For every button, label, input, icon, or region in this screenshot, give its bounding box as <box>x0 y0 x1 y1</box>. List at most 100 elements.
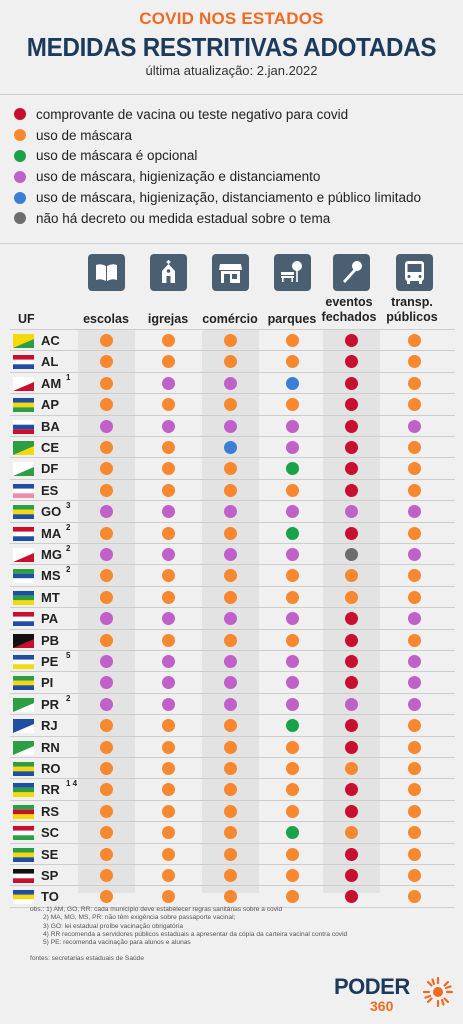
state-flag-icon <box>13 548 34 562</box>
footnote-line: 4) RR recomenda a servidores públicos es… <box>43 930 348 938</box>
measure-dot <box>344 762 358 775</box>
uf-label: SE <box>41 846 59 862</box>
state-flag-icon <box>13 719 34 734</box>
legend-item: uso de máscara é opcional <box>14 146 459 167</box>
uf-header: UF <box>18 312 35 326</box>
measure-dot <box>407 762 421 775</box>
measure-dot <box>223 355 237 369</box>
measure-dot <box>99 847 113 861</box>
measure-dot <box>99 612 113 626</box>
legend-item: uso de máscara, higienização, distanciam… <box>14 187 459 208</box>
measure-dot <box>223 826 237 840</box>
measure-dot <box>161 697 175 711</box>
table-row: ES <box>10 478 455 501</box>
state-flag-icon <box>13 441 34 455</box>
state-flag-icon <box>13 355 34 370</box>
measure-dot <box>407 590 421 604</box>
legend-dot <box>14 108 26 121</box>
measure-dot <box>407 890 421 904</box>
state-flag-icon <box>13 526 34 541</box>
church-icon <box>150 254 187 291</box>
measure-dot <box>285 762 299 775</box>
footnote-marker: 3 <box>66 501 71 511</box>
uf-label: MA <box>41 525 62 541</box>
state-flag-icon <box>13 483 34 498</box>
measure-dot <box>344 483 358 497</box>
column-header: comércio <box>202 312 258 326</box>
measure-dot <box>99 334 113 347</box>
measure-dot <box>407 869 421 882</box>
measure-dot <box>223 740 237 754</box>
measure-dot <box>161 826 175 840</box>
measure-dot <box>407 505 421 519</box>
last-updated: última atualização: 2.jan.2022 <box>145 63 318 78</box>
legend-dot <box>14 129 26 142</box>
uf-label: ES <box>41 482 59 498</box>
uf-label: RN <box>41 739 60 755</box>
legend-dot <box>14 170 26 183</box>
state-flag-icon <box>13 590 34 605</box>
column-header: eventos fechados <box>321 295 377 324</box>
measure-dot <box>161 740 175 754</box>
book-icon <box>88 254 125 291</box>
table-row: PB <box>10 628 455 651</box>
measure-dot <box>285 847 299 861</box>
uf-label: AM <box>41 375 62 391</box>
measure-dot <box>161 762 175 775</box>
measure-dot <box>99 740 113 754</box>
measure-dot <box>161 462 175 476</box>
uf-label: RO <box>41 761 61 776</box>
measure-dot <box>344 462 358 476</box>
divider <box>10 906 455 908</box>
measure-dot <box>344 740 358 754</box>
table-row: AC <box>10 329 455 351</box>
measure-dot <box>223 441 237 454</box>
measure-dot <box>161 719 175 733</box>
measure-dot <box>407 419 421 433</box>
measure-dot <box>223 526 237 540</box>
measure-dot <box>161 590 175 604</box>
measure-dot <box>99 826 113 840</box>
uf-label: CE <box>41 440 60 455</box>
measure-dot <box>344 441 358 454</box>
legend-dot <box>14 191 26 204</box>
table-row: PI <box>10 671 455 693</box>
footnote-marker: 2 <box>66 522 71 532</box>
measure-dot <box>344 505 358 519</box>
bus-icon <box>396 254 433 291</box>
measure-dot <box>344 355 358 369</box>
state-flag-icon <box>13 783 34 798</box>
divider <box>0 243 463 244</box>
measure-dot <box>99 355 113 369</box>
measure-dot <box>407 633 421 647</box>
measure-dot <box>344 398 358 412</box>
uf-label: SC <box>41 825 60 841</box>
measure-dot <box>161 655 175 668</box>
legend-label: uso de máscara <box>36 127 133 143</box>
legend-label: uso de máscara, higienização e distancia… <box>36 169 321 185</box>
measure-dot <box>285 590 299 604</box>
measure-dot <box>285 633 299 647</box>
uf-label: MS <box>41 568 61 584</box>
state-flag-icon <box>13 419 34 434</box>
uf-label: AP <box>41 397 60 413</box>
measure-dot <box>99 419 113 433</box>
measure-dot <box>344 847 358 861</box>
measure-dot <box>344 633 358 647</box>
table-row: RR 1 4 <box>10 778 455 800</box>
measure-dot <box>344 569 358 583</box>
measure-dot <box>285 676 299 690</box>
measure-dot <box>161 505 175 519</box>
footnotes: obs.: 1) AM, GO, RR: cada município deve… <box>30 906 347 947</box>
divider <box>0 94 463 95</box>
measure-dot <box>223 376 237 390</box>
uf-label: RR <box>41 782 60 798</box>
state-flag-icon <box>13 569 34 584</box>
measure-dot <box>99 762 113 775</box>
park-bench-icon <box>274 254 311 291</box>
uf-label: PB <box>41 632 60 648</box>
table-row: RS <box>10 799 455 822</box>
measure-dot <box>407 697 421 711</box>
table-row: AP <box>10 393 455 415</box>
measure-dot <box>285 719 299 733</box>
